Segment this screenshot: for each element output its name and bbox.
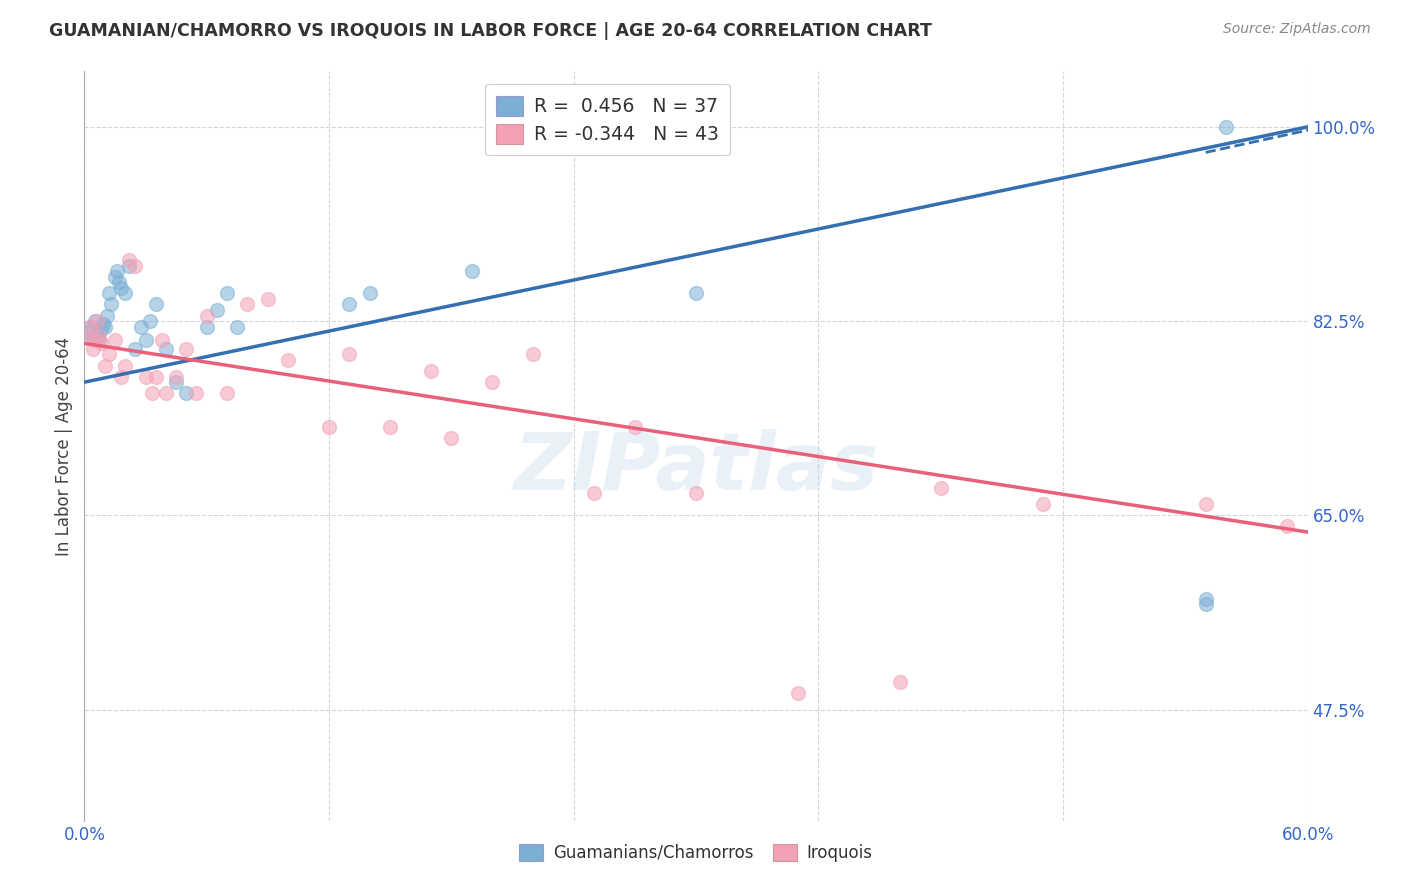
Point bbox=[138, 314, 160, 328]
Point bbox=[685, 486, 707, 500]
Point bbox=[118, 253, 141, 268]
Point bbox=[77, 331, 100, 345]
Point bbox=[787, 686, 810, 700]
Point bbox=[83, 314, 105, 328]
Point bbox=[110, 281, 132, 295]
Point bbox=[155, 342, 177, 356]
Point bbox=[155, 386, 177, 401]
Point bbox=[141, 386, 163, 401]
Point bbox=[889, 674, 911, 689]
Point bbox=[420, 364, 443, 378]
Point bbox=[82, 342, 104, 356]
Point bbox=[145, 297, 167, 311]
Point bbox=[380, 419, 402, 434]
Point bbox=[93, 359, 115, 373]
Point bbox=[77, 325, 100, 339]
Point bbox=[174, 386, 197, 401]
Point bbox=[79, 319, 101, 334]
Point bbox=[186, 386, 208, 401]
Point bbox=[100, 297, 122, 311]
Point bbox=[195, 319, 218, 334]
Point bbox=[522, 347, 544, 361]
Point bbox=[96, 309, 118, 323]
Point bbox=[624, 419, 647, 434]
Point bbox=[685, 286, 707, 301]
Point bbox=[1195, 591, 1218, 606]
Point bbox=[1195, 597, 1218, 611]
Point bbox=[205, 303, 228, 318]
Point bbox=[165, 375, 187, 389]
Point bbox=[114, 359, 136, 373]
Point bbox=[104, 333, 127, 347]
Legend: Guamanians/Chamorros, Iroquois: Guamanians/Chamorros, Iroquois bbox=[513, 837, 879, 869]
Point bbox=[440, 431, 463, 445]
Point bbox=[118, 259, 141, 273]
Point bbox=[277, 353, 299, 368]
Point bbox=[1277, 519, 1299, 533]
Point bbox=[359, 286, 381, 301]
Point bbox=[124, 259, 146, 273]
Point bbox=[1032, 497, 1054, 511]
Point bbox=[87, 328, 110, 343]
Point bbox=[86, 328, 108, 343]
Point bbox=[165, 369, 187, 384]
Y-axis label: In Labor Force | Age 20-64: In Labor Force | Age 20-64 bbox=[55, 336, 73, 556]
Point bbox=[1195, 497, 1218, 511]
Point bbox=[145, 369, 167, 384]
Point bbox=[87, 333, 110, 347]
Point bbox=[97, 286, 120, 301]
Point bbox=[83, 333, 105, 347]
Point bbox=[104, 269, 127, 284]
Text: Source: ZipAtlas.com: Source: ZipAtlas.com bbox=[1223, 22, 1371, 37]
Point bbox=[174, 342, 197, 356]
Point bbox=[131, 319, 153, 334]
Point bbox=[91, 318, 114, 332]
Text: GUAMANIAN/CHAMORRO VS IROQUOIS IN LABOR FORCE | AGE 20-64 CORRELATION CHART: GUAMANIAN/CHAMORRO VS IROQUOIS IN LABOR … bbox=[49, 22, 932, 40]
Point bbox=[318, 419, 340, 434]
Point bbox=[86, 314, 108, 328]
Point bbox=[110, 369, 132, 384]
Point bbox=[339, 297, 361, 311]
Point bbox=[339, 347, 361, 361]
Point bbox=[124, 342, 146, 356]
Point bbox=[461, 264, 484, 278]
Point bbox=[150, 333, 173, 347]
Point bbox=[105, 264, 128, 278]
Text: ZIPatlas: ZIPatlas bbox=[513, 429, 879, 508]
Point bbox=[195, 309, 218, 323]
Point bbox=[114, 286, 136, 301]
Point bbox=[135, 369, 157, 384]
Point bbox=[79, 319, 101, 334]
Point bbox=[135, 333, 157, 347]
Point bbox=[93, 319, 115, 334]
Point bbox=[226, 319, 249, 334]
Point bbox=[481, 375, 503, 389]
Point bbox=[97, 347, 120, 361]
Point bbox=[82, 331, 104, 345]
Point bbox=[217, 386, 239, 401]
Point bbox=[1215, 120, 1237, 134]
Point bbox=[90, 322, 112, 336]
Point bbox=[236, 297, 259, 311]
Point bbox=[929, 481, 952, 495]
Point bbox=[257, 292, 280, 306]
Point bbox=[217, 286, 239, 301]
Point bbox=[90, 336, 112, 351]
Point bbox=[108, 275, 131, 289]
Point bbox=[583, 486, 606, 500]
